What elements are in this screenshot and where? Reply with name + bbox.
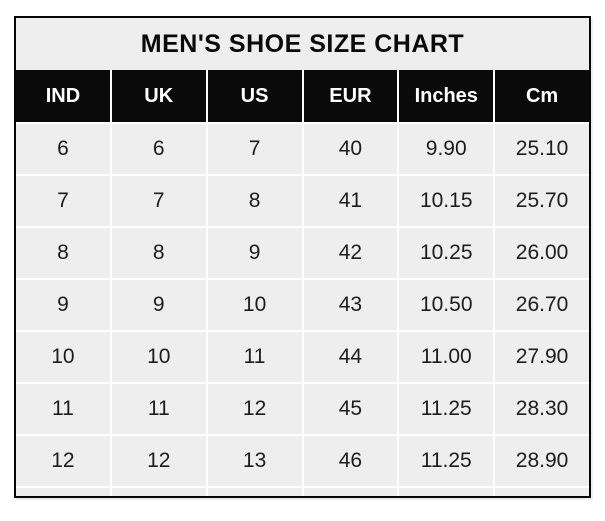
table-body: 6 6 7 40 9.90 25.10 7 7 8 41 10.15 25.70… (16, 124, 589, 486)
table-cell: 11 (111, 384, 206, 434)
table-cell: 28.30 (495, 384, 589, 434)
table-cell: 11.25 (399, 384, 494, 434)
table-cell: 9 (16, 280, 110, 330)
table-cell: 9 (207, 228, 302, 278)
table-cell: 25.10 (495, 124, 589, 174)
table-cell: 9.90 (399, 124, 494, 174)
table-cell: 25.70 (495, 176, 589, 226)
table-cell: 6 (111, 124, 206, 174)
column-header-ind: IND (16, 70, 110, 122)
table-cell: 42 (303, 228, 398, 278)
table-cell: 10.25 (399, 228, 494, 278)
table-cell: 11 (16, 384, 110, 434)
column-header-uk: UK (111, 70, 206, 122)
table-cell: 12 (111, 436, 206, 486)
table-cell: 10.50 (399, 280, 494, 330)
table-cell: 13 (207, 436, 302, 486)
table-cell: 10 (207, 280, 302, 330)
table-cell: 6 (16, 124, 110, 174)
table-cell: 26.00 (495, 228, 589, 278)
table-cell: 9 (111, 280, 206, 330)
table-cell: 46 (303, 436, 398, 486)
table-cell: 43 (303, 280, 398, 330)
table-cell: 12 (207, 384, 302, 434)
table-cell: 12 (16, 436, 110, 486)
shoe-size-chart: MEN'S SHOE SIZE CHART IND UK US EUR Inch… (14, 16, 591, 498)
chart-title: MEN'S SHOE SIZE CHART (16, 18, 589, 70)
table-cell: 8 (207, 176, 302, 226)
table-cell: 27.90 (495, 332, 589, 382)
table-cell: 11.00 (399, 332, 494, 382)
table-cell: 10 (16, 332, 110, 382)
table-header-row: IND UK US EUR Inches Cm (16, 70, 589, 122)
column-header-us: US (207, 70, 302, 122)
table-cell: 10.15 (399, 176, 494, 226)
column-header-inches: Inches (399, 70, 494, 122)
table-cell: 44 (303, 332, 398, 382)
table-cell: 7 (111, 176, 206, 226)
table-cell: 7 (16, 176, 110, 226)
table-cell: 8 (111, 228, 206, 278)
table-cell: 40 (303, 124, 398, 174)
column-header-eur: EUR (303, 70, 398, 122)
table-cell: 26.70 (495, 280, 589, 330)
table-bottom-padding (16, 488, 589, 496)
table-cell: 11 (207, 332, 302, 382)
table-cell: 41 (303, 176, 398, 226)
table-cell: 28.90 (495, 436, 589, 486)
table-cell: 11.25 (399, 436, 494, 486)
table-cell: 10 (111, 332, 206, 382)
table-cell: 45 (303, 384, 398, 434)
table-cell: 8 (16, 228, 110, 278)
table-cell: 7 (207, 124, 302, 174)
column-header-cm: Cm (495, 70, 589, 122)
